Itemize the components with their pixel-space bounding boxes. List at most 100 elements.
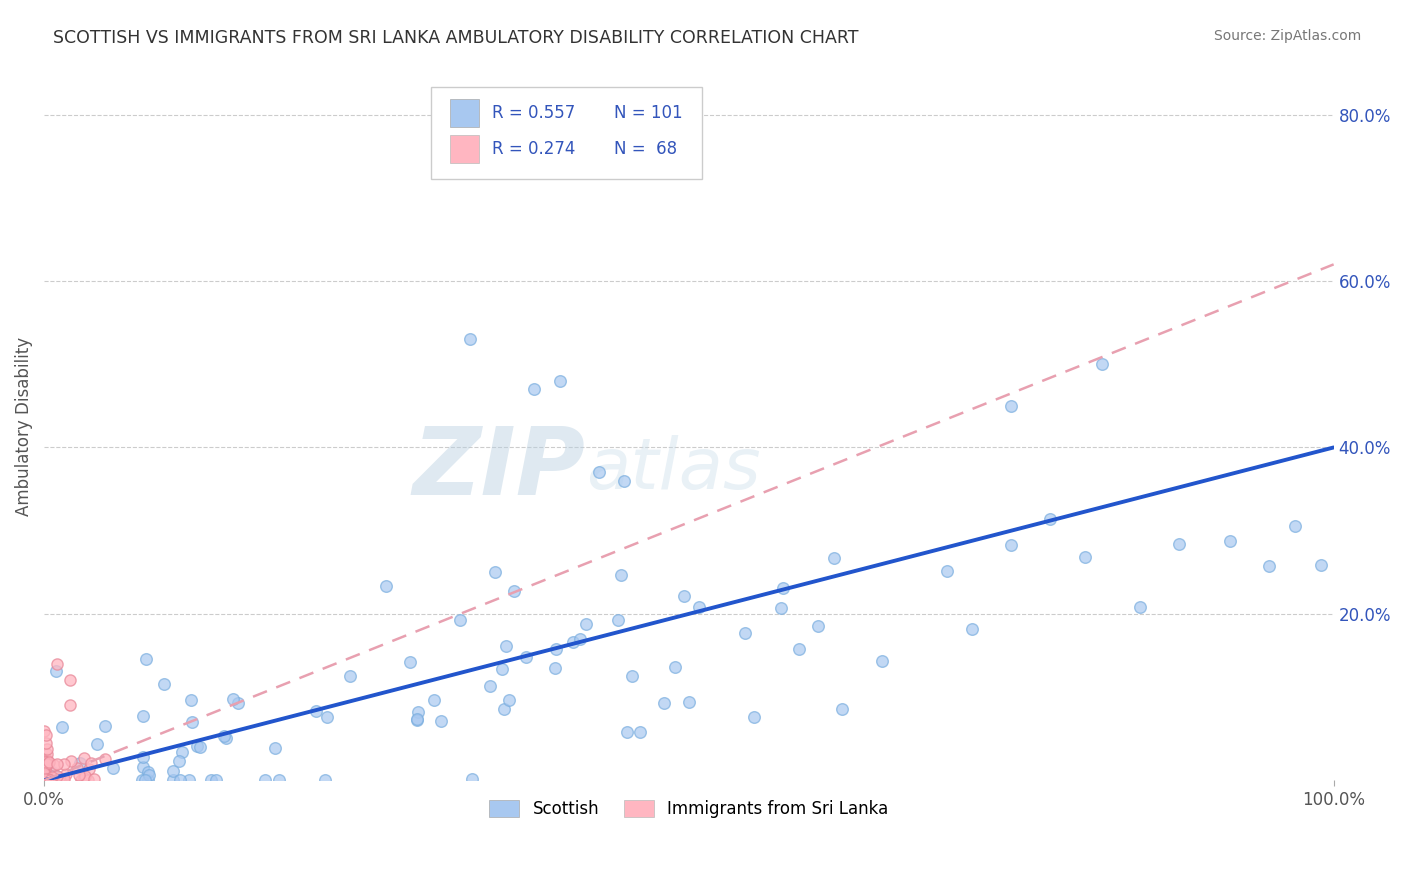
Point [215,731,238,746]
Point [569,632,592,647]
Point [52,772,75,787]
Point [688,600,710,615]
Point [315,710,337,724]
Point [45,757,67,772]
Point [960,622,983,636]
Point [35,769,58,783]
Point [339,669,361,683]
Point [39,772,62,787]
Point [478,680,501,694]
Point [807,618,830,632]
Point [1090,357,1112,371]
Point [34,770,56,784]
Point [34,771,56,785]
Point [38,756,60,770]
Point [35,773,58,788]
Point [69,756,91,770]
Text: ZIP: ZIP [413,423,586,515]
Point [200,773,222,788]
Point [32,768,55,782]
FancyBboxPatch shape [432,87,702,179]
Point [494,702,516,716]
Point [546,642,568,657]
Legend: Scottish, Immigrants from Sri Lanka: Scottish, Immigrants from Sri Lanka [482,794,896,825]
Point [628,724,651,739]
Point [212,729,235,743]
Point [263,740,285,755]
Point [135,652,157,666]
Point [41,764,63,779]
Point [45,769,67,783]
Point [70,772,93,787]
Point [610,568,633,582]
Point [678,695,700,709]
Point [831,702,853,716]
FancyBboxPatch shape [450,135,478,163]
Point [179,773,201,788]
Point [226,696,249,710]
Point [59,673,82,688]
Point [49,772,72,787]
Point [132,760,155,774]
Point [769,601,792,615]
Point [44,757,66,772]
Point [32,754,55,768]
Point [607,613,630,627]
Point [172,745,194,759]
Point [269,773,291,788]
Point [44,772,66,787]
Point [1074,550,1097,565]
Point [1000,538,1022,552]
Point [35,756,58,771]
Point [101,760,124,774]
Point [935,564,957,578]
Point [613,474,636,488]
Point [734,625,756,640]
Point [254,773,277,788]
Point [561,634,583,648]
Point [1219,534,1241,549]
Point [34,755,56,769]
Point [423,693,446,707]
Text: R = 0.557: R = 0.557 [492,104,575,122]
Point [823,550,845,565]
Point [575,616,598,631]
Point [742,710,765,724]
Point [548,374,571,388]
Point [458,332,481,346]
Point [32,724,55,739]
Point [66,761,89,775]
Point [180,692,202,706]
Point [46,657,69,671]
Point [162,773,184,788]
Point [83,772,105,786]
Point [93,752,115,766]
Text: SCOTTISH VS IMMIGRANTS FROM SRI LANKA AMBULATORY DISABILITY CORRELATION CHART: SCOTTISH VS IMMIGRANTS FROM SRI LANKA AM… [53,29,859,46]
Point [222,691,245,706]
Point [45,769,67,783]
Point [42,771,65,785]
Point [48,771,70,785]
Point [80,756,103,770]
Point [772,581,794,595]
Point [52,773,75,788]
Point [186,739,208,753]
Point [1129,599,1152,614]
Point [314,773,336,788]
Point [1000,399,1022,413]
Point [94,719,117,733]
Point [544,661,567,675]
Point [616,725,638,739]
Point [190,739,212,754]
Point [131,773,153,788]
Point [59,698,82,713]
Point [34,765,56,780]
Point [664,660,686,674]
Point [38,772,60,786]
Point [51,720,73,734]
Point [34,762,56,776]
FancyBboxPatch shape [450,99,478,128]
Point [1284,519,1306,533]
Point [484,566,506,580]
Point [35,747,58,762]
